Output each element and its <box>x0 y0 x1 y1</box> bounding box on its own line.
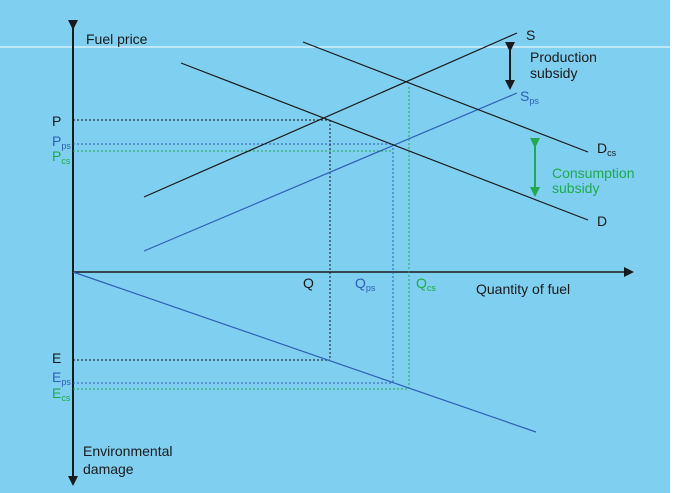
x-axis-label: Quantity of fuel <box>476 281 570 297</box>
production-subsidy-label-line1: Production <box>530 49 597 65</box>
production-subsidy-label-line2: subsidy <box>530 65 577 81</box>
y-axis-label: Fuel price <box>86 31 148 47</box>
demand-label: D <box>597 213 607 229</box>
supply-curve <box>143 32 518 198</box>
demand-curve <box>180 62 589 221</box>
quantity-q-cs-label: Qcs <box>416 275 436 293</box>
lower-axis-label-line1: Environmental <box>83 443 173 459</box>
price-p-ps-label: Pps <box>52 133 71 151</box>
supply-ps-label: Sps <box>520 88 539 106</box>
lower-axis-label-line2: damage <box>83 461 134 477</box>
supply-ps-curve <box>143 92 518 252</box>
consumption-subsidy-label-line1: Consumption <box>552 165 635 181</box>
quantity-q-label: Q <box>303 275 314 291</box>
consumption-subsidy-label-line2: subsidy <box>552 180 599 196</box>
quantity-q-ps-label: Qps <box>355 275 376 293</box>
price-p-label: P <box>52 113 61 129</box>
price-p-cs-label: Pcs <box>52 148 71 166</box>
damage-e-ps-label: Eps <box>52 369 71 387</box>
supply-label: S <box>526 27 535 43</box>
damage-curve <box>72 271 537 433</box>
damage-e-cs-label: Ecs <box>52 385 71 403</box>
demand-cs-label: Dcs <box>597 140 617 158</box>
damage-e-label: E <box>52 350 61 366</box>
right-margin <box>671 0 678 493</box>
demand-cs-curve <box>302 41 589 153</box>
